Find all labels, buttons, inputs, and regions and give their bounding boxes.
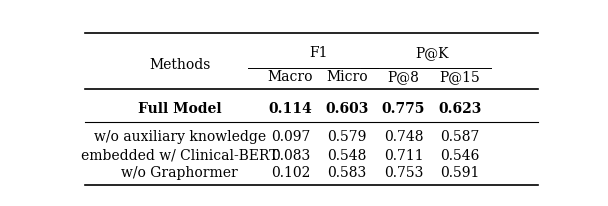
Text: 0.623: 0.623 [438,102,482,116]
Text: P@15: P@15 [440,70,480,84]
Text: F1: F1 [309,46,328,60]
Text: 0.583: 0.583 [327,166,367,180]
Text: 0.753: 0.753 [384,166,423,180]
Text: Micro: Micro [326,70,368,84]
Text: 0.548: 0.548 [327,149,367,163]
Text: Full Model: Full Model [138,102,221,116]
Text: 0.083: 0.083 [271,149,310,163]
Text: 0.579: 0.579 [327,130,367,144]
Text: Macro: Macro [268,70,313,84]
Text: w/o Graphormer: w/o Graphormer [121,166,238,180]
Text: 0.711: 0.711 [384,149,423,163]
Text: 0.748: 0.748 [384,130,423,144]
Text: embedded w/ Clinical-BERT: embedded w/ Clinical-BERT [81,149,278,163]
Text: Methods: Methods [149,58,210,72]
Text: 0.775: 0.775 [382,102,425,116]
Text: 0.587: 0.587 [440,130,480,144]
Text: 0.546: 0.546 [440,149,480,163]
Text: w/o auxiliary knowledge: w/o auxiliary knowledge [94,130,266,144]
Text: P@K: P@K [415,46,449,60]
Text: 0.097: 0.097 [271,130,310,144]
Text: 0.114: 0.114 [269,102,313,116]
Text: 0.591: 0.591 [440,166,480,180]
Text: P@8: P@8 [387,70,420,84]
Text: 0.603: 0.603 [325,102,368,116]
Text: 0.102: 0.102 [271,166,310,180]
